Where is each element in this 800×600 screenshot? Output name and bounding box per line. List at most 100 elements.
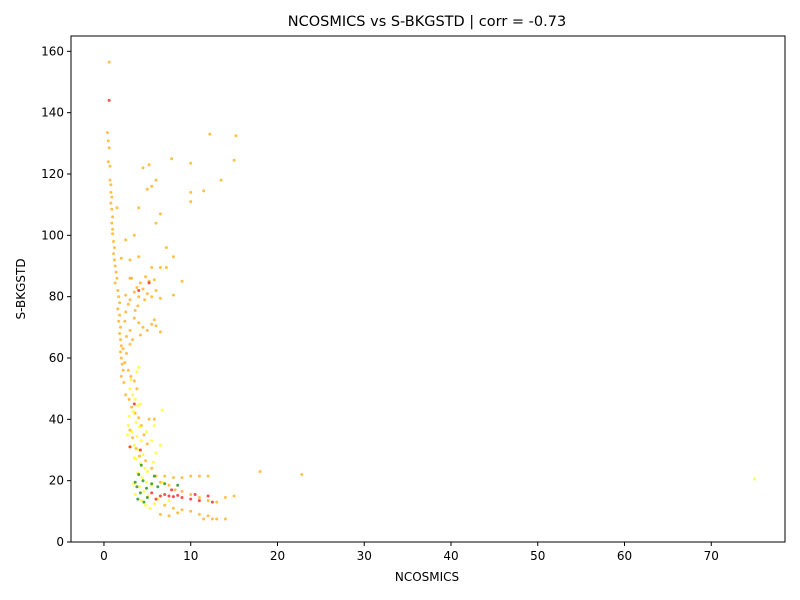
data-point-orange — [180, 508, 184, 512]
data-point-orange — [119, 256, 123, 260]
data-point-red — [163, 493, 167, 496]
x-axis-label: NCOSMICS — [395, 570, 459, 584]
data-point-orange — [107, 60, 111, 64]
data-point-orange — [112, 252, 115, 256]
data-point-green — [176, 483, 180, 487]
data-point-orange — [111, 215, 115, 219]
data-point-yellow — [126, 424, 130, 427]
data-point-orange — [119, 325, 122, 329]
data-point-orange — [137, 255, 141, 259]
data-point-green — [145, 496, 149, 499]
data-point-orange — [109, 183, 113, 187]
data-point-green — [142, 500, 146, 504]
data-point-orange — [147, 163, 151, 167]
data-point-orange — [171, 506, 175, 510]
data-point-green — [138, 491, 142, 495]
data-point-red — [147, 281, 151, 285]
data-point-orange — [119, 338, 122, 342]
data-point-orange — [125, 335, 128, 338]
data-point-yellow — [128, 387, 132, 391]
data-point-red — [206, 494, 210, 498]
chart-title: NCOSMICS vs S-BKGSTD | corr = -0.73 — [288, 14, 566, 30]
data-point-orange — [197, 512, 201, 516]
data-point-red — [137, 289, 141, 292]
data-point-orange — [232, 158, 236, 162]
data-point-orange — [189, 509, 193, 513]
data-point-red — [128, 445, 132, 449]
data-point-orange — [113, 281, 117, 285]
data-point-yellow — [133, 397, 137, 401]
data-point-orange — [144, 459, 148, 463]
data-point-orange — [138, 454, 141, 458]
data-point-yellow — [138, 425, 141, 429]
data-point-yellow — [143, 466, 147, 470]
data-point-orange — [223, 496, 227, 499]
data-point-orange — [106, 139, 110, 143]
data-point-yellow — [160, 408, 164, 412]
data-point-orange — [234, 134, 238, 138]
data-point-yellow — [145, 430, 148, 434]
data-point-orange — [163, 474, 167, 478]
data-point-orange — [131, 338, 135, 342]
data-point-orange — [121, 368, 125, 372]
data-point-orange — [180, 489, 184, 493]
data-point-red — [154, 497, 158, 501]
data-point-orange — [106, 160, 110, 164]
data-point-orange — [232, 494, 236, 498]
data-point-yellow — [145, 470, 149, 473]
data-point-orange — [133, 309, 137, 312]
data-point-orange — [219, 178, 223, 182]
data-point-orange — [167, 483, 171, 487]
data-point-orange — [206, 499, 210, 503]
data-point-orange — [158, 266, 162, 269]
data-point-orange — [119, 374, 123, 378]
data-point-orange — [121, 347, 125, 351]
data-point-orange — [119, 356, 123, 360]
data-point-orange — [141, 325, 145, 329]
data-point-yellow — [134, 420, 138, 424]
data-point-orange — [141, 287, 145, 291]
data-point-orange — [137, 416, 141, 420]
data-point-orange — [110, 195, 114, 199]
data-point-green — [145, 486, 148, 490]
data-point-orange — [147, 417, 151, 421]
data-point-orange — [115, 276, 119, 280]
data-point-orange — [135, 286, 139, 289]
data-point-orange — [150, 322, 154, 326]
data-point-orange — [180, 279, 184, 283]
data-point-orange — [108, 178, 112, 182]
data-point-orange — [107, 146, 111, 150]
data-point-red — [150, 491, 154, 495]
data-point-yellow — [135, 370, 139, 374]
data-point-orange — [143, 298, 147, 302]
data-point-orange — [112, 246, 116, 250]
x-tick-label: 20 — [270, 549, 285, 563]
data-point-orange — [152, 278, 156, 282]
y-axis: 0 20 40 60 80 100 120 140 160 — [41, 44, 71, 549]
data-point-green — [135, 485, 139, 489]
data-point-yellow — [139, 439, 143, 443]
data-point-orange — [300, 473, 304, 476]
data-point-orange — [128, 342, 132, 346]
data-point-orange — [138, 281, 142, 285]
data-point-orange — [173, 488, 177, 492]
data-point-orange — [258, 470, 262, 473]
data-point-orange — [208, 132, 212, 136]
data-point-orange — [170, 157, 174, 161]
data-point-red — [170, 488, 174, 492]
data-point-orange — [154, 221, 158, 225]
data-point-orange — [124, 310, 128, 314]
data-point-orange — [124, 393, 128, 397]
data-point-orange — [130, 405, 134, 409]
x-tick-label: 0 — [100, 549, 108, 563]
data-point-orange — [144, 275, 148, 279]
data-point-orange — [129, 374, 133, 378]
data-point-orange — [115, 206, 119, 210]
y-tick-label: 160 — [41, 44, 64, 58]
data-point-orange — [152, 417, 156, 421]
data-point-red — [158, 494, 162, 498]
data-point-orange — [171, 293, 175, 297]
y-tick-label: 120 — [41, 167, 64, 181]
data-point-orange — [158, 512, 162, 516]
data-point-yellow — [141, 453, 145, 457]
